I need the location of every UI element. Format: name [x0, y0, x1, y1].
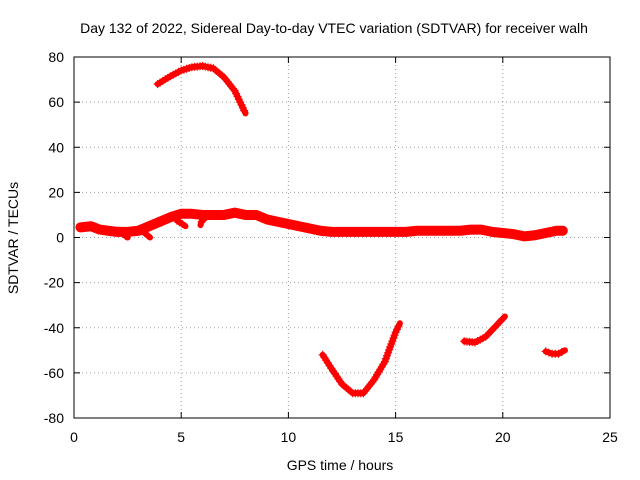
series-lower-arc: [318, 320, 403, 398]
axis-ticks: 0 5 10 15 20 25 -80 -60 -40 -20 0 20 40 60 80: [44, 49, 618, 445]
x-tick-label: 5: [177, 429, 185, 445]
x-tick-label: 10: [281, 429, 297, 445]
y-tick-label: 80: [48, 49, 64, 65]
y-tick-label: -40: [44, 320, 64, 336]
series-markers: [134, 225, 152, 240]
series-upper-arc: [153, 62, 249, 117]
chart-title: Day 132 of 2022, Sidereal Day-to-day VTE…: [80, 20, 588, 36]
y-tick-label: 40: [48, 139, 64, 155]
series-drop-2: [134, 225, 154, 241]
y-tick-label: 60: [48, 94, 64, 110]
y-tick-label: -60: [44, 365, 64, 381]
y-tick-label: -20: [44, 275, 64, 291]
series-markers: [197, 214, 209, 226]
series-markers: [76, 208, 564, 241]
y-axis-label: SDTVAR / TECUs: [5, 182, 21, 294]
series-markers: [115, 226, 130, 240]
series-segment-19h: [460, 313, 508, 347]
series-drop-4: [197, 214, 209, 229]
grid-lines: [74, 57, 610, 418]
x-tick-label: 25: [602, 429, 618, 445]
series-main-band: [75, 207, 568, 242]
series-markers: [318, 322, 403, 398]
series-drop-3: [172, 216, 189, 230]
y-tick-label: 0: [56, 230, 64, 246]
x-axis-label: GPS time / hours: [287, 457, 394, 473]
series-markers: [460, 314, 507, 347]
series-trace: [173, 217, 189, 230]
series-drop-1: [115, 226, 131, 241]
series-markers: [172, 216, 187, 228]
series-segment-22h: [541, 347, 568, 358]
x-tick-label: 20: [495, 429, 511, 445]
y-tick-label: -80: [44, 410, 64, 426]
data-series: [75, 62, 568, 398]
x-tick-label: 0: [70, 429, 78, 445]
series-markers: [541, 347, 566, 358]
y-tick-label: 20: [48, 184, 64, 200]
series-markers: [153, 62, 249, 115]
x-tick-label: 15: [388, 429, 404, 445]
